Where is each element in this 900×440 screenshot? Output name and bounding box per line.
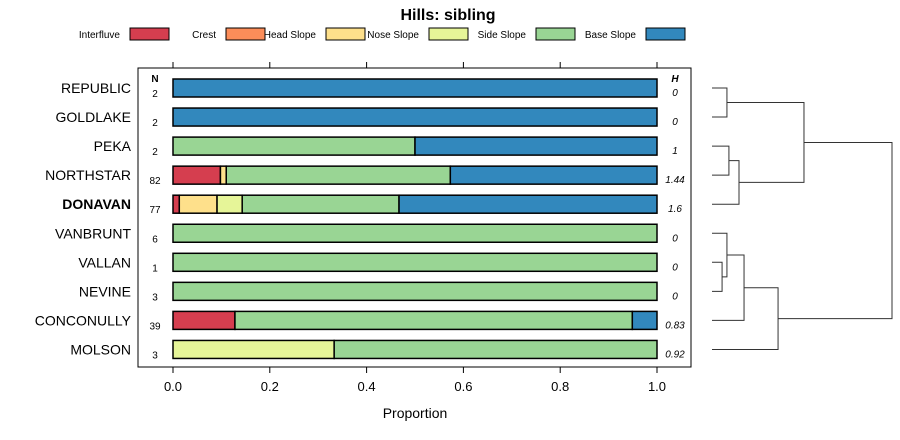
n-value: 2 — [152, 147, 158, 158]
legend-swatch — [325, 27, 366, 41]
h-value: 0 — [672, 88, 678, 99]
x-tick-label: 0.8 — [551, 379, 569, 394]
bar-segment-side-slope — [172, 281, 658, 302]
n-value: 2 — [152, 89, 158, 100]
bar-segment-side-slope — [333, 339, 658, 360]
n-value: 6 — [152, 234, 158, 245]
dendrogram-branch — [712, 254, 745, 321]
dendrogram-branch — [712, 232, 728, 278]
x-tick-label: 0.6 — [454, 379, 472, 394]
bar-segment-side-slope — [225, 165, 452, 185]
n-value: 2 — [152, 118, 158, 129]
bar-segment-base-slope — [449, 165, 658, 185]
bar-segment-base-slope — [172, 107, 658, 127]
dendrogram-branch — [726, 102, 805, 183]
bar-segment-nose-slope — [172, 339, 335, 360]
legend: Interfluve Crest Head Slope Nose Slope Side … — [79, 27, 686, 41]
bar-segment-side-slope — [172, 136, 416, 156]
legend-label: Nose Slope — [367, 30, 419, 41]
n-header: N — [151, 74, 158, 85]
category-label: REPUBLIC — [61, 80, 131, 96]
category-label: MOLSON — [70, 341, 131, 357]
h-value: 1.6 — [668, 204, 682, 215]
bar-segment-interfluve — [172, 194, 181, 214]
legend-label: Interfluve — [79, 30, 121, 41]
legend-swatch — [129, 27, 170, 41]
category-label: VALLAN — [78, 254, 131, 270]
x-tick-label: 0.2 — [261, 379, 279, 394]
legend-swatch — [645, 27, 686, 41]
plot-frame — [137, 67, 692, 368]
n-value: 3 — [152, 350, 158, 361]
bar-segment-head-slope — [219, 165, 227, 185]
h-value: 0.92 — [665, 349, 685, 360]
category-label: NORTHSTAR — [45, 167, 131, 183]
bar-segment-nose-slope — [216, 194, 243, 214]
bar-segment-base-slope — [398, 194, 658, 214]
bar-segment-side-slope — [172, 223, 658, 243]
category-label: VANBRUNT — [55, 225, 131, 241]
bar-segment-head-slope — [178, 194, 218, 214]
bar-segment-interfluve — [172, 310, 236, 331]
legend-label: Side Slope — [478, 30, 527, 41]
bar-segment-interfluve — [172, 165, 222, 185]
bar-segment-base-slope — [172, 78, 658, 98]
category-label: NEVINE — [79, 283, 131, 299]
x-tick-label: 0.4 — [358, 379, 376, 394]
h-value: 0.83 — [665, 320, 685, 331]
legend-label: Base Slope — [585, 30, 637, 41]
n-value: 77 — [149, 205, 161, 216]
legend-label: Head Slope — [264, 30, 317, 41]
category-label: GOLDLAKE — [56, 109, 131, 125]
n-value: 39 — [149, 321, 161, 332]
dendrogram-branch — [712, 87, 728, 118]
category-label: DONAVAN — [62, 196, 131, 212]
bars: REPUBLIC 2 0 GOLDLAKE 2 0 PEKA 2 1 NORTHSTAR 82 1.4… — [35, 78, 685, 361]
h-value: 1.44 — [665, 175, 685, 186]
dendrogram-branch — [712, 145, 730, 176]
n-value: 82 — [149, 176, 161, 187]
dendrogram — [712, 87, 893, 350]
bar-segment-side-slope — [172, 252, 658, 273]
dendrogram-branch — [712, 287, 779, 350]
category-label: CONCONULLY — [35, 312, 132, 328]
x-axis-label: Proportion — [383, 405, 448, 421]
legend-swatch — [535, 27, 576, 41]
bar-segment-base-slope — [414, 136, 658, 156]
dendrogram-branch — [712, 261, 723, 292]
n-value: 3 — [152, 292, 158, 303]
h-header: H — [671, 74, 679, 85]
h-value: 1 — [672, 146, 678, 157]
h-value: 0 — [672, 233, 678, 244]
legend-swatch — [225, 27, 266, 41]
dendrogram-branch — [712, 160, 740, 205]
bar-segment-base-slope — [631, 310, 658, 331]
legend-swatch — [428, 27, 469, 41]
x-tick-label: 0.0 — [164, 379, 182, 394]
x-axis: 0.0 0.2 0.4 0.6 0.8 1.0 — [164, 62, 666, 394]
bar-segment-side-slope — [241, 194, 400, 214]
h-value: 0 — [672, 117, 678, 128]
x-tick-label: 1.0 — [648, 379, 666, 394]
h-value: 0 — [672, 262, 678, 273]
dendrogram-branch — [778, 141, 893, 320]
chart-title: Hills: sibling — [400, 7, 495, 24]
h-value: 0 — [672, 291, 678, 302]
legend-label: Crest — [192, 30, 216, 41]
bar-segment-side-slope — [234, 310, 634, 331]
n-value: 1 — [152, 263, 158, 274]
category-label: PEKA — [94, 138, 132, 154]
